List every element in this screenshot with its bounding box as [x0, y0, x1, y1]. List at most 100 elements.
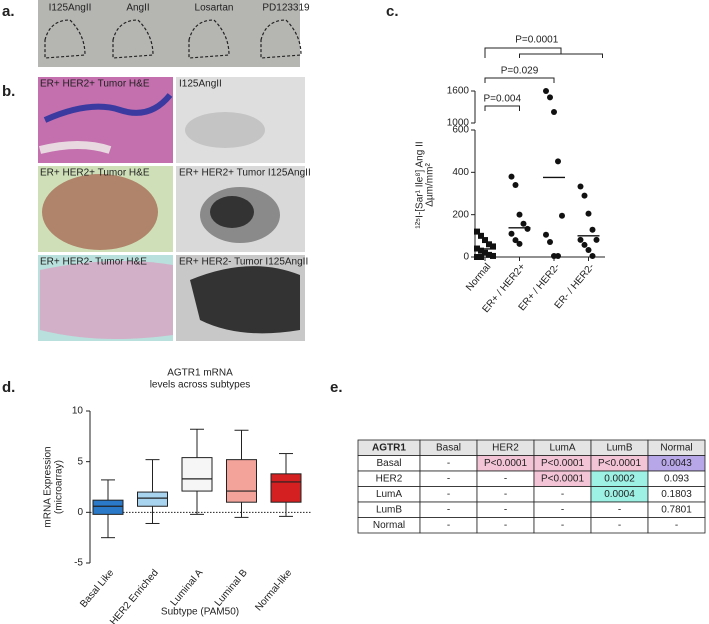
- tissue-structure: [43, 93, 173, 123]
- cell-text: P<0.0001: [598, 458, 642, 469]
- y-tick-label: 5: [77, 456, 83, 467]
- cell-text: -: [561, 520, 564, 531]
- data-point: [474, 254, 480, 260]
- cell-text: -: [618, 504, 621, 515]
- data-point: [577, 183, 584, 190]
- image-caption: ER+ HER2+ Tumor H&E: [40, 168, 150, 179]
- data-point: [581, 241, 588, 248]
- data-point: [512, 182, 519, 189]
- y-axis-label: mRNA Expression: [43, 446, 54, 527]
- tissue-outline: [260, 19, 302, 59]
- cell-text: 0.7801: [661, 504, 692, 515]
- box: [270, 473, 302, 503]
- data-point: [478, 247, 484, 254]
- tissue-structure: [42, 174, 158, 250]
- y-axis-label: (microarray): [54, 460, 65, 514]
- data-point: [555, 158, 561, 165]
- x-tick-label: Basal Like: [78, 567, 116, 610]
- data-point: [490, 252, 496, 259]
- y-tick-label: 0: [463, 252, 469, 263]
- data-point: [585, 247, 592, 254]
- tissue-outline: [112, 19, 154, 59]
- data-point: [490, 243, 496, 250]
- cell-text: Normal: [373, 520, 405, 531]
- image-caption: ER+ HER2+ Tumor I125AngII: [179, 168, 311, 179]
- y-tick-label: 1000: [447, 118, 470, 129]
- data-point: [559, 212, 565, 219]
- table-cell: [647, 517, 706, 534]
- significance-bracket: [484, 77, 555, 83]
- significance-bracket: [484, 105, 520, 111]
- x-tick-label: Luminal A: [169, 567, 206, 608]
- cell-text: -: [447, 520, 450, 531]
- p-value: P=0.004: [483, 94, 521, 105]
- cell-text: HER2: [376, 473, 403, 484]
- data-point: [482, 237, 488, 244]
- signal: [185, 112, 265, 148]
- data-point: [486, 251, 492, 258]
- data-point: [577, 236, 584, 243]
- cell-text: -: [561, 504, 564, 515]
- chart-title: AGTR1 mRNA: [167, 368, 233, 379]
- data-point: [508, 230, 515, 237]
- cell-text: 0.0002: [604, 473, 635, 484]
- y-tick-label: 200: [452, 209, 469, 220]
- y-tick-label: 1600: [447, 86, 470, 97]
- signal: [210, 196, 254, 228]
- tissue-structure: [40, 261, 173, 339]
- image-label: PD123319: [262, 3, 310, 14]
- image-caption: ER+ HER2+ Tumor H&E: [40, 79, 150, 90]
- p-value: P=0.029: [501, 66, 539, 77]
- column-header: LumA: [549, 442, 575, 453]
- data-point: [543, 88, 549, 94]
- p-value: P=0.0001: [515, 35, 559, 46]
- column-header: Normal: [660, 442, 692, 453]
- column-header: HER2: [492, 442, 519, 453]
- box: [137, 491, 168, 507]
- y-tick-label: 0: [77, 507, 83, 518]
- cell-text: -: [447, 458, 450, 469]
- cell-text: -: [504, 520, 507, 531]
- panel-letter: a.: [2, 3, 15, 20]
- cell-text: P<0.0001: [541, 458, 585, 469]
- panel-letter: b.: [2, 83, 15, 100]
- significance-bracket: [484, 47, 562, 58]
- cell-text: -: [561, 489, 564, 500]
- data-point: [524, 225, 531, 232]
- y-tick-label: 400: [452, 167, 469, 178]
- data-point: [512, 237, 519, 244]
- data-point: [478, 254, 484, 260]
- cell-text: LumB: [376, 504, 402, 515]
- cell-text: -: [504, 504, 507, 515]
- data-point: [547, 238, 553, 245]
- data-point: [486, 241, 492, 248]
- box: [181, 457, 213, 492]
- data-point: [543, 231, 549, 238]
- column-header: Basal: [436, 442, 461, 453]
- cell-text: 0.093: [664, 473, 689, 484]
- y-tick-label: 600: [452, 125, 469, 136]
- x-tick-label: Normal-like: [253, 567, 294, 613]
- y-tick-label: 10: [72, 406, 84, 417]
- data-point: [520, 220, 527, 227]
- signal: [190, 266, 300, 334]
- cell-text: 0.1803: [661, 489, 692, 500]
- data-point: [593, 236, 600, 243]
- data-point: [551, 109, 557, 116]
- data-point: [516, 240, 523, 247]
- cell-text: -: [675, 520, 678, 531]
- data-point: [589, 226, 596, 233]
- y-axis-label: Δµm/mm²: [425, 163, 436, 207]
- cell-text: -: [504, 473, 507, 484]
- x-tick-label: Normal: [464, 262, 493, 294]
- cell-text: P<0.0001: [484, 458, 528, 469]
- significance-bracket: [519, 53, 603, 58]
- image-caption: I125AngII: [179, 79, 222, 90]
- panel-letter: d.: [2, 379, 15, 396]
- chart-title: levels across subtypes: [150, 380, 251, 391]
- y-axis-label: ¹²⁵I-[Sar¹ Ile⁸] Ang II: [415, 141, 426, 228]
- tissue-outline: [44, 19, 86, 59]
- data-point: [482, 249, 488, 256]
- image-label: Losartan: [195, 3, 234, 14]
